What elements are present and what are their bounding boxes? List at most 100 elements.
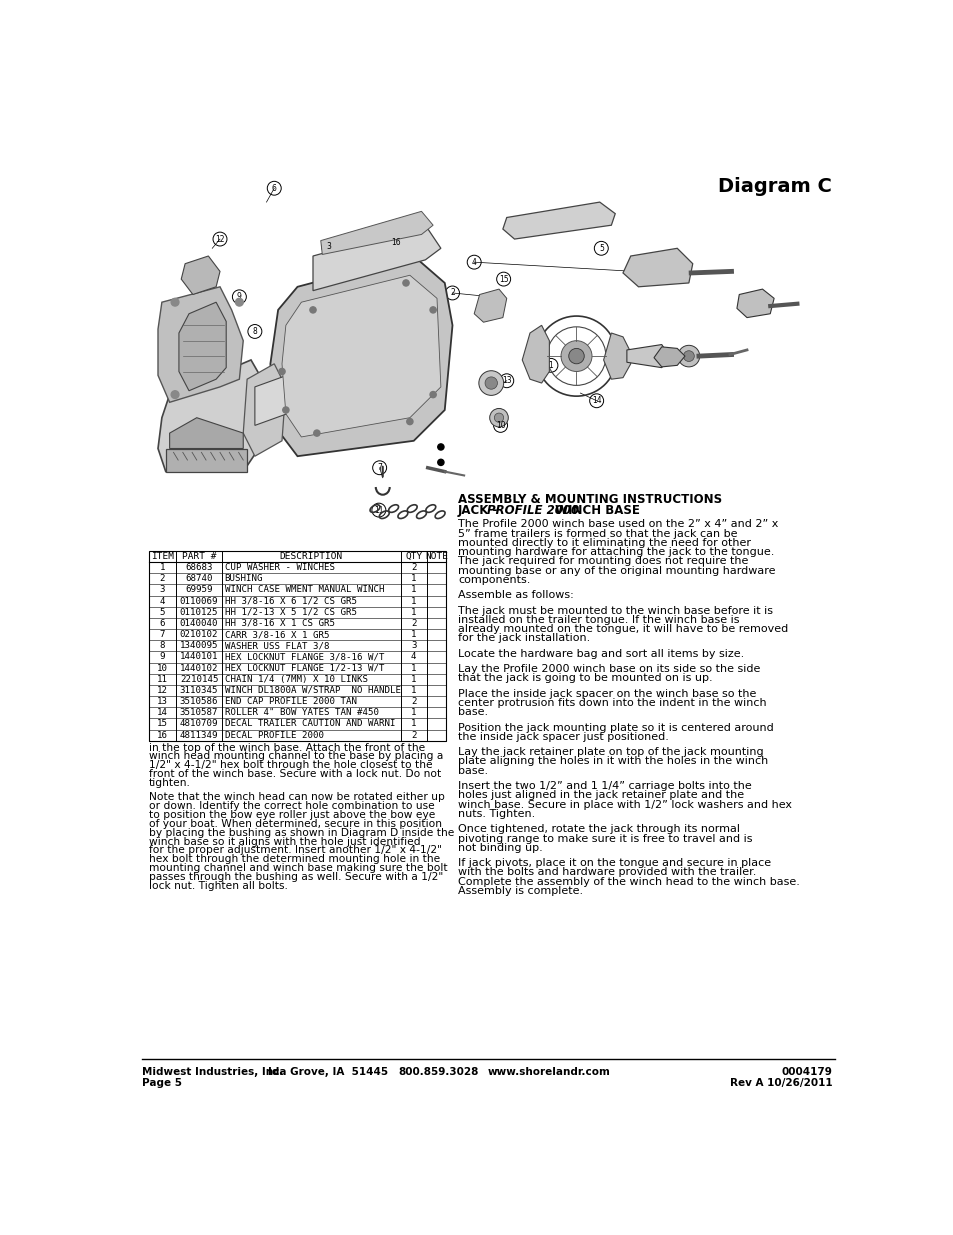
Text: Place the inside jack spacer on the winch base so the: Place the inside jack spacer on the winc… — [457, 689, 756, 699]
Text: 1: 1 — [411, 630, 416, 640]
Text: 1: 1 — [411, 608, 416, 616]
Text: nuts. Tighten.: nuts. Tighten. — [457, 809, 535, 819]
Polygon shape — [603, 333, 630, 379]
Text: Page 5: Page 5 — [142, 1078, 182, 1088]
Text: 13: 13 — [156, 697, 168, 706]
Text: 3110345: 3110345 — [179, 685, 218, 695]
Text: 12: 12 — [156, 685, 168, 695]
Text: The jack must be mounted to the winch base before it is: The jack must be mounted to the winch ba… — [457, 605, 772, 615]
Text: Insert the two 1/2” and 1 1/4” carriage bolts into the: Insert the two 1/2” and 1 1/4” carriage … — [457, 782, 751, 792]
Text: 4: 4 — [411, 652, 416, 662]
Circle shape — [437, 459, 443, 466]
Circle shape — [235, 299, 243, 306]
Circle shape — [568, 348, 583, 364]
Text: 0110125: 0110125 — [179, 608, 218, 616]
Text: 1: 1 — [411, 597, 416, 605]
Text: Lay the jack retainer plate on top of the jack mounting: Lay the jack retainer plate on top of th… — [457, 747, 762, 757]
Text: WINCH CASE WMENT MANUAL WINCH: WINCH CASE WMENT MANUAL WINCH — [224, 585, 384, 594]
Text: Position the jack mounting plate so it is centered around: Position the jack mounting plate so it i… — [457, 722, 773, 732]
Text: by placing the bushing as shown in Diagram D inside the: by placing the bushing as shown in Diagr… — [149, 827, 454, 837]
Text: 1440101: 1440101 — [179, 652, 218, 662]
Text: 2: 2 — [159, 574, 165, 583]
Polygon shape — [502, 203, 615, 240]
Text: 9: 9 — [236, 293, 241, 301]
Text: HH 1/2-13 X 5 1/2 CS GR5: HH 1/2-13 X 5 1/2 CS GR5 — [224, 608, 356, 616]
Text: 10: 10 — [156, 663, 168, 673]
Text: mounting base or any of the original mounting hardware: mounting base or any of the original mou… — [457, 566, 775, 576]
Text: HEX LOCKNUT FLANGE 1/2-13 W/T: HEX LOCKNUT FLANGE 1/2-13 W/T — [224, 663, 384, 673]
Text: Midwest Industries, Inc.: Midwest Industries, Inc. — [142, 1067, 284, 1077]
Polygon shape — [158, 359, 266, 472]
Text: 15: 15 — [156, 720, 168, 729]
Text: passes through the bushing as well. Secure with a 1/2": passes through the bushing as well. Secu… — [149, 872, 442, 882]
Text: the inside jack spacer just positioned.: the inside jack spacer just positioned. — [457, 732, 668, 742]
Text: 4: 4 — [159, 597, 165, 605]
Polygon shape — [320, 211, 433, 254]
Text: 2: 2 — [450, 289, 455, 298]
Text: plate aligning the holes in it with the holes in the winch: plate aligning the holes in it with the … — [457, 757, 767, 767]
Text: CUP WASHER - WINCHES: CUP WASHER - WINCHES — [224, 563, 335, 572]
Circle shape — [489, 409, 508, 427]
Text: Diagram C: Diagram C — [718, 178, 831, 196]
Text: WASHER USS FLAT 3/8: WASHER USS FLAT 3/8 — [224, 641, 329, 651]
Text: 7: 7 — [376, 463, 382, 472]
Text: Once tightened, rotate the jack through its normal: Once tightened, rotate the jack through … — [457, 824, 740, 835]
Text: 2210145: 2210145 — [179, 674, 218, 684]
Text: center protrusion fits down into the indent in the winch: center protrusion fits down into the ind… — [457, 698, 766, 708]
Text: WINCH DL1800A W/STRAP  NO HANDLE: WINCH DL1800A W/STRAP NO HANDLE — [224, 685, 400, 695]
Text: 3510586: 3510586 — [179, 697, 218, 706]
Text: The Profile 2000 winch base used on the 2” x 4” and 2” x: The Profile 2000 winch base used on the … — [457, 520, 778, 530]
Text: DESCRIPTION: DESCRIPTION — [279, 552, 343, 561]
Text: winch base so it aligns with the hole just identified: winch base so it aligns with the hole ju… — [149, 836, 420, 846]
Text: BUSHING: BUSHING — [224, 574, 263, 583]
Text: The jack required for mounting does not require the: The jack required for mounting does not … — [457, 556, 747, 567]
Text: installed on the trailer tongue. If the winch base is: installed on the trailer tongue. If the … — [457, 615, 739, 625]
Text: 14: 14 — [156, 709, 168, 718]
Text: 3: 3 — [326, 242, 331, 251]
Text: 69959: 69959 — [185, 585, 213, 594]
Text: 7: 7 — [159, 630, 165, 640]
Circle shape — [430, 306, 436, 312]
Circle shape — [282, 406, 289, 412]
Text: for the proper adjustment. Insert another 1/2" x 4-1/2": for the proper adjustment. Insert anothe… — [149, 846, 441, 856]
Text: or down. Identify the correct hole combination to use: or down. Identify the correct hole combi… — [149, 802, 434, 811]
Text: 14: 14 — [591, 396, 600, 405]
Text: 2: 2 — [411, 563, 416, 572]
Text: lock nut. Tighten all bolts.: lock nut. Tighten all bolts. — [149, 881, 287, 890]
Text: HH 3/8-16 X 6 1/2 CS GR5: HH 3/8-16 X 6 1/2 CS GR5 — [224, 597, 356, 605]
Polygon shape — [521, 325, 549, 383]
Text: holes just aligned in the jack retainer plate and the: holes just aligned in the jack retainer … — [457, 790, 743, 800]
Text: www.shorelandr.com: www.shorelandr.com — [487, 1067, 610, 1077]
Text: 3: 3 — [159, 585, 165, 594]
Text: 1/2" x 4-1/2" hex bolt through the hole closest to the: 1/2" x 4-1/2" hex bolt through the hole … — [149, 761, 432, 771]
Text: DECAL PROFILE 2000: DECAL PROFILE 2000 — [224, 731, 323, 740]
Text: for the jack installation.: for the jack installation. — [457, 634, 590, 643]
Text: 12: 12 — [215, 235, 225, 243]
Text: 4810709: 4810709 — [179, 720, 218, 729]
Text: 5: 5 — [598, 243, 603, 253]
Polygon shape — [282, 275, 440, 437]
Polygon shape — [474, 289, 506, 322]
Circle shape — [310, 306, 315, 312]
Text: WINCH BASE: WINCH BASE — [550, 504, 639, 517]
Text: QTY: QTY — [405, 552, 422, 561]
Text: 8: 8 — [159, 641, 165, 651]
Text: Rev A 10/26/2011: Rev A 10/26/2011 — [729, 1078, 831, 1088]
Text: PART #: PART # — [182, 552, 216, 561]
Text: 3: 3 — [411, 641, 416, 651]
Text: with the bolts and hardware provided with the trailer.: with the bolts and hardware provided wit… — [457, 867, 756, 877]
Text: 1: 1 — [548, 361, 553, 369]
Text: 16: 16 — [391, 237, 400, 247]
Polygon shape — [622, 248, 692, 287]
Text: 800.859.3028: 800.859.3028 — [397, 1067, 478, 1077]
Text: hex bolt through the determined mounting hole in the: hex bolt through the determined mounting… — [149, 855, 439, 864]
Polygon shape — [166, 448, 247, 472]
Text: 1340095: 1340095 — [179, 641, 218, 651]
Text: 0140040: 0140040 — [179, 619, 218, 627]
Circle shape — [171, 390, 179, 399]
Circle shape — [430, 391, 436, 398]
Polygon shape — [170, 417, 243, 448]
Text: 4: 4 — [472, 258, 476, 267]
Polygon shape — [254, 372, 305, 425]
Text: CARR 3/8-16 X 1 GR5: CARR 3/8-16 X 1 GR5 — [224, 630, 329, 640]
